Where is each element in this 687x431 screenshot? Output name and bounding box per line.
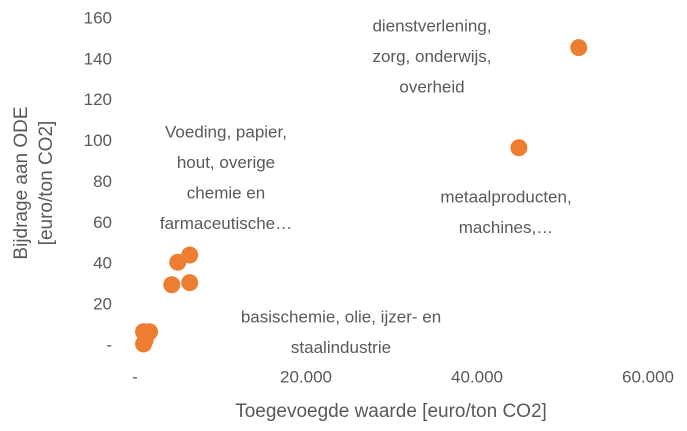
point (141, 323, 159, 341)
y-axis-label: [euro/ton CO2] (36, 121, 57, 246)
y-axis-label: Bijdrage aan ODE (11, 106, 32, 259)
y-tick-label: 60 (93, 213, 112, 232)
annotation: zorg, onderwijs, (372, 47, 491, 66)
y-tick-label: - (106, 335, 112, 354)
point (181, 274, 199, 292)
point (163, 276, 181, 294)
point (570, 39, 588, 57)
y-tick-label: 20 (93, 295, 112, 314)
annotation: machines,… (459, 218, 553, 237)
annotation: metaalproducten, (440, 187, 571, 206)
annotation: overheid (399, 77, 464, 96)
y-axis-label-group: Bijdrage aan ODE [euro/ton CO2] (11, 106, 57, 259)
annotation: dienstverlening, (372, 16, 491, 35)
y-tick-label: 140 (84, 49, 112, 68)
x-tick-label: 60.000 (622, 367, 674, 386)
y-tick-label: 80 (93, 172, 112, 191)
annotation: farmaceutische… (160, 214, 292, 233)
y-tick-label: 40 (93, 254, 112, 273)
y-tick-label: 100 (84, 131, 112, 150)
annotation: hout, overige (177, 153, 275, 172)
y-tick-label: 160 (84, 8, 112, 27)
point (181, 246, 199, 264)
x-tick-label: - (132, 367, 138, 386)
x-axis-label: Toegevoegde waarde [euro/ton CO2] (235, 401, 547, 422)
x-tick-label: 40.000 (451, 367, 503, 386)
point (510, 139, 528, 157)
x-tick-label: 20.000 (280, 367, 332, 386)
annotation: Voeding, papier, (165, 122, 287, 141)
annotation: staalindustrie (291, 338, 391, 357)
annotation: basischemie, olie, ijzer- en (241, 307, 441, 326)
y-tick-label: 120 (84, 90, 112, 109)
annotation: chemie en (187, 183, 265, 202)
